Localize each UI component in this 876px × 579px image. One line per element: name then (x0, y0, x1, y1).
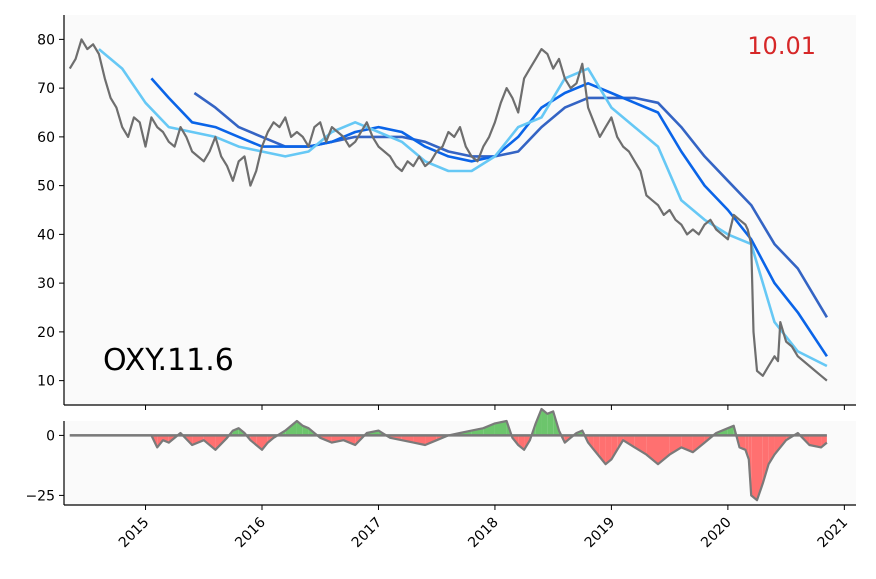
x-tick-label: 2021 (815, 515, 852, 552)
oscillator-negative-fill (762, 435, 769, 484)
series-line-price (68, 38, 828, 382)
oscillator-negative-fill (646, 435, 658, 465)
price-y-tick-label: 10 (37, 374, 55, 390)
oscillator-positive-fill (494, 421, 507, 436)
oscillator-positive-fill (547, 411, 554, 436)
oscillator-negative-fill (809, 435, 822, 448)
price-y-tick-label: 70 (37, 81, 55, 97)
oscillator-negative-fill (669, 435, 682, 455)
oscillator-negative-fill (634, 435, 647, 455)
oscillator-negative-fill (262, 435, 268, 450)
price-y-tick-label: 60 (37, 130, 55, 146)
price-plot-area (64, 15, 856, 405)
oscillator-positive-fill (535, 409, 542, 436)
series-line-ma-short (98, 48, 828, 368)
oscillator-negative-fill (658, 435, 670, 465)
series-line-ma-mid (150, 77, 828, 358)
oscillator-y-tick-label: −25 (25, 488, 55, 504)
oscillator-negative-fill (593, 435, 600, 457)
oscillator-y-ticks: −25 0 (25, 428, 64, 504)
oscillator-negative-fill (611, 435, 618, 460)
oscillator-negative-fill (757, 435, 763, 501)
oscillator-negative-fill (599, 435, 606, 465)
x-tick-label: 2016 (232, 514, 269, 551)
oscillator-positive-fill (471, 428, 484, 436)
x-tick-label: 2017 (349, 515, 386, 552)
price-y-tick-label: 30 (37, 276, 55, 292)
price-panel: 10 20 30 40 50 60 70 80 10.01 OXY.11.6 (37, 15, 856, 410)
oscillator-negative-fill (739, 435, 746, 450)
oscillator-negative-fill (192, 435, 204, 445)
oscillator-positive-fill (541, 409, 548, 436)
oscillator-x-ticks: 2015 2016 2017 2018 2019 2020 2021 (116, 505, 851, 551)
price-y-tick-label: 40 (37, 227, 55, 243)
oscillator-negative-fill (821, 435, 827, 448)
price-y-tick-label: 80 (37, 32, 55, 48)
x-tick-label: 2018 (465, 515, 502, 552)
x-tick-label: 2020 (698, 515, 735, 552)
oscillator-panel: −25 0 2015 2016 2017 2018 2019 2020 2021 (25, 407, 856, 551)
oscillator-negative-fill (768, 435, 775, 465)
oscillator-negative-fill (751, 435, 757, 501)
oscillator-negative-fill (605, 435, 612, 465)
x-tick-label: 2019 (582, 515, 619, 552)
ticker-label: OXY.11.6 (103, 343, 234, 378)
oscillator-negative-fill (343, 435, 356, 445)
oscillator-line (69, 407, 828, 502)
price-y-tick-label: 20 (37, 325, 55, 341)
last-value-label: 10.01 (747, 32, 816, 60)
oscillator-series-group (69, 407, 828, 502)
oscillator-negative-fill (588, 435, 594, 450)
price-y-ticks: 10 20 30 40 50 60 70 80 (37, 32, 64, 390)
oscillator-positive-fill (232, 428, 239, 436)
oscillator-negative-fill (692, 435, 705, 453)
price-series-group (68, 38, 829, 382)
oscillator-negative-fill (745, 435, 749, 460)
x-tick-label: 2015 (116, 515, 153, 552)
oscillator-positive-fill (483, 423, 495, 436)
oscillator-y-tick-label: 0 (46, 428, 55, 444)
oscillator-negative-fill (425, 435, 437, 445)
price-y-tick-label: 50 (37, 179, 55, 195)
price-x-ticks (145, 405, 845, 410)
